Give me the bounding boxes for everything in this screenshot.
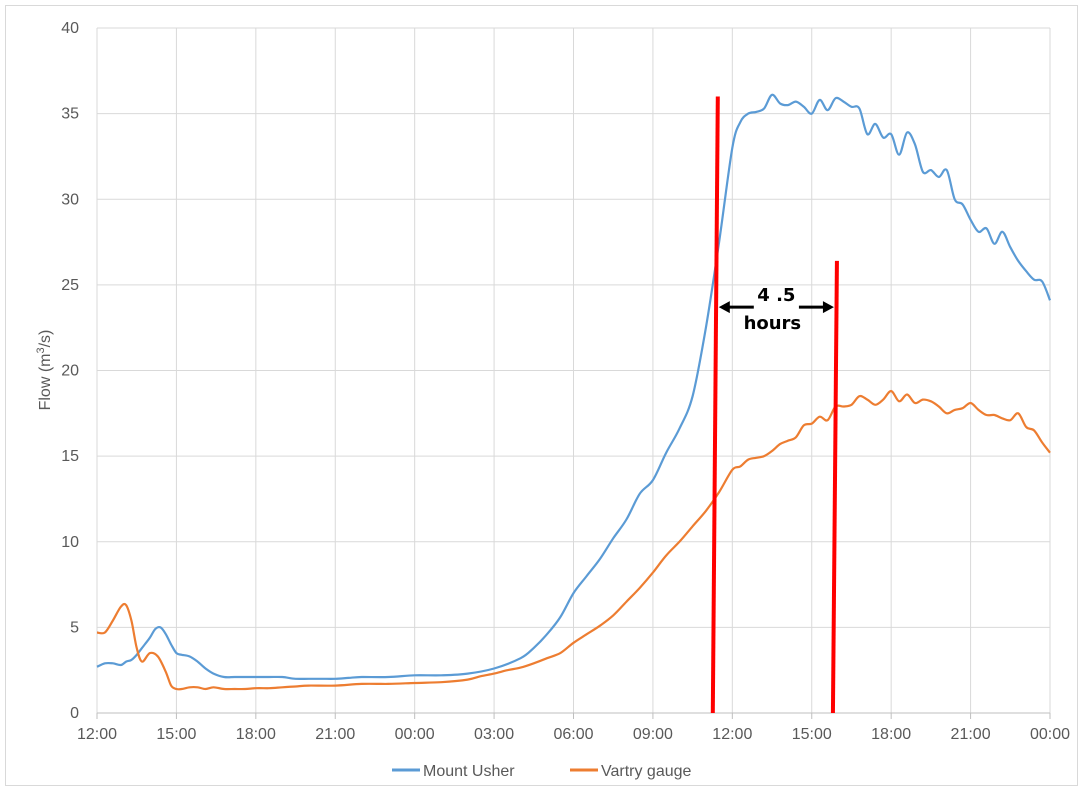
annotation-label-unit: hours	[744, 313, 802, 334]
arrow-right-head	[822, 301, 834, 314]
x-tick-label: 21:00	[951, 726, 991, 743]
x-tick-label: 00:00	[1030, 726, 1070, 743]
series-line-mount-usher	[96, 93, 1052, 680]
x-tick-label: 18:00	[871, 726, 911, 743]
x-tick-label: 09:00	[633, 726, 673, 743]
axes: 0 5 10 15 20 25 30 35 40 12:00 15:00 18:00 21:00 00:0…	[61, 20, 1070, 743]
legend-label-vartry-gauge: Vartry gauge	[601, 763, 692, 780]
x-tick-label: 06:00	[553, 726, 593, 743]
legend-label-mount-usher: Mount Usher	[423, 763, 515, 780]
annotation-line-end	[830, 260, 839, 714]
legend: Mount Usher Vartry gauge	[392, 763, 692, 780]
y-tick-label: 40	[61, 20, 79, 37]
y-tick-label: 35	[61, 106, 79, 123]
y-tick-label: 0	[70, 705, 79, 722]
x-tick-label: 03:00	[474, 726, 514, 743]
x-tick-label: 00:00	[395, 726, 435, 743]
x-tick-label: 15:00	[792, 726, 832, 743]
chart-frame	[5, 5, 1078, 786]
x-tick-label: 15:00	[156, 726, 196, 743]
x-tick-label: 18:00	[236, 726, 276, 743]
y-tick-label: 5	[70, 619, 79, 636]
annotations: 4 .5 hours	[710, 96, 839, 714]
y-axis-label: Flow (m3/s)	[35, 330, 54, 411]
annotation-label-value: 4 .5	[757, 285, 795, 306]
x-tick-label: 21:00	[315, 726, 355, 743]
y-tick-label: 10	[61, 534, 79, 551]
x-tick-label: 12:00	[712, 726, 752, 743]
series-lines	[96, 93, 1052, 691]
arrow-left-head	[718, 301, 730, 314]
y-tick-label: 30	[61, 191, 79, 208]
series-line-vartry-gauge	[96, 389, 1051, 691]
annotation-line-start	[710, 96, 720, 714]
x-tick-label: 12:00	[77, 726, 117, 743]
y-tick-label: 15	[61, 448, 79, 465]
y-tick-label: 25	[61, 277, 79, 294]
y-tick-label: 20	[61, 363, 79, 380]
